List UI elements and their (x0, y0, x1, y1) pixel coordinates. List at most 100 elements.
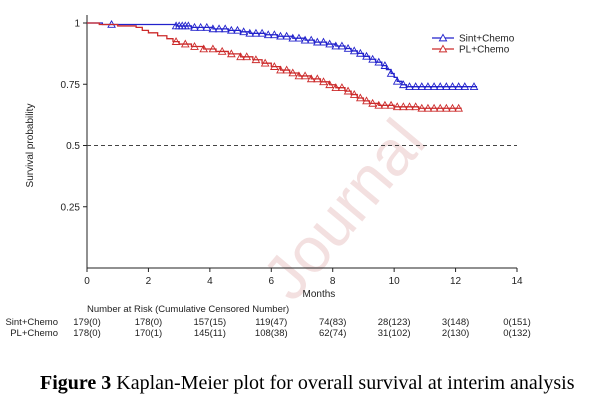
risk-table-cell: 74(83) (319, 317, 346, 328)
risk-table-cell: 178(0) (73, 328, 100, 339)
risk-table-cell: 0(132) (503, 328, 530, 339)
censor-marker (282, 31, 292, 40)
y-tick-label: 0.25 (61, 202, 81, 213)
plot-area: 0 2 4 6 8 10 12 14 0.25 0.5 0.75 1 Months Survival pr… (5, 15, 531, 339)
censor-marker (242, 52, 252, 61)
censor-marker (217, 46, 227, 55)
censor-marker (257, 28, 267, 37)
censor-marker (288, 33, 298, 42)
censor-marker (331, 83, 341, 92)
censor-marker (435, 82, 445, 91)
censor-marker (362, 96, 371, 105)
censor-marker (306, 35, 316, 44)
legend-label: Sint+Chemo (459, 34, 515, 45)
censor-marker (171, 37, 181, 45)
censor-marker (454, 103, 464, 112)
censor-marker (245, 28, 255, 37)
censor-marker (386, 68, 396, 77)
censor-marker (300, 71, 310, 80)
risk-table-cell: 28(123) (378, 317, 411, 328)
censor-marker (423, 82, 433, 91)
censor-marker (423, 103, 433, 112)
censor-marker (411, 82, 421, 91)
risk-table-cell: 108(38) (255, 328, 288, 339)
censor-marker (355, 48, 365, 57)
censor-marker (441, 82, 451, 91)
censor-marker (208, 44, 218, 53)
censor-marker (454, 82, 464, 91)
risk-table-cell: 179(0) (73, 317, 100, 328)
censor-marker (202, 22, 212, 31)
censor-marker (199, 44, 209, 53)
censor-marker (469, 82, 479, 91)
risk-table-cell: 0(151) (503, 317, 530, 328)
censor-marker (398, 80, 408, 89)
censor-marker (362, 51, 371, 60)
censor-marker (319, 37, 328, 46)
censor-marker (269, 62, 279, 70)
risk-table-cell: 145(11) (194, 328, 226, 339)
censor-marker (183, 21, 193, 30)
censor-marker (392, 102, 402, 111)
censor-marker (429, 103, 439, 112)
y-axis-title: Survival probability (25, 104, 36, 188)
censor-marker (233, 25, 242, 34)
risk-table-cell: 62(74) (319, 328, 346, 339)
censor-marker (374, 100, 384, 109)
figure-caption-text: Kaplan-Meier plot for overall survival a… (116, 372, 575, 394)
censor-marker (417, 103, 427, 112)
censor-marker (190, 22, 199, 31)
x-tick-label: 14 (511, 276, 523, 287)
censor-marker (294, 71, 304, 80)
censor-marker (331, 41, 341, 50)
censor-marker (343, 86, 353, 95)
censor-marker (386, 100, 396, 109)
censor-marker (448, 82, 457, 91)
x-tick-label: 10 (389, 276, 401, 287)
censor-marker (380, 100, 390, 109)
censor-marker (380, 61, 390, 69)
censor-marker (411, 102, 421, 111)
risk-table-cell: 170(1) (135, 328, 162, 339)
censor-marker (405, 82, 414, 91)
censor-marker (349, 46, 359, 55)
censor-marker (196, 22, 206, 31)
censor-marker (374, 57, 384, 66)
censor-marker (251, 28, 261, 37)
censor-marker (429, 82, 439, 91)
censor-marker (405, 102, 414, 111)
censor-marker (398, 102, 408, 111)
censor-marker (300, 35, 310, 44)
censor-marker (417, 82, 427, 91)
x-tick-label: 12 (450, 276, 462, 287)
censor-marker (236, 52, 245, 61)
legend-triangle-icon (438, 44, 448, 53)
x-tick-label: 8 (330, 276, 336, 287)
risk-table-cell: 157(15) (193, 317, 226, 328)
censor-marker (325, 80, 335, 89)
censor-marker (312, 37, 322, 46)
x-axis-title: Months (302, 289, 335, 300)
risk-table-cell: 3(148) (442, 317, 469, 328)
figure-caption: Figure 3 Kaplan-Meier plot for overall s… (40, 372, 596, 395)
censor-marker (180, 39, 190, 48)
x-tick-label: 0 (84, 276, 90, 287)
kaplan-meier-chart: Journal 0 2 4 6 8 10 12 14 0.25 0.5 0.75 1 Months Sur… (5, 15, 531, 339)
censor-marker (460, 82, 470, 91)
censor-marker (337, 41, 347, 50)
x-tick-label: 6 (269, 276, 275, 287)
censor-marker (226, 49, 236, 58)
censor-marker (355, 93, 365, 102)
censor-marker (441, 103, 451, 112)
censor-marker (260, 58, 270, 67)
legend-triangle-icon (438, 33, 448, 42)
figure-label: Figure 3 (40, 372, 112, 394)
journal-watermark: Journal (249, 106, 439, 313)
censor-marker (282, 65, 292, 74)
x-tick-label: 2 (146, 276, 152, 287)
legend-label: PL+Chemo (459, 45, 510, 56)
censor-marker (190, 41, 199, 50)
risk-table-cell: 2(130) (442, 328, 469, 339)
censor-marker (208, 24, 218, 33)
censor-marker (306, 74, 316, 83)
